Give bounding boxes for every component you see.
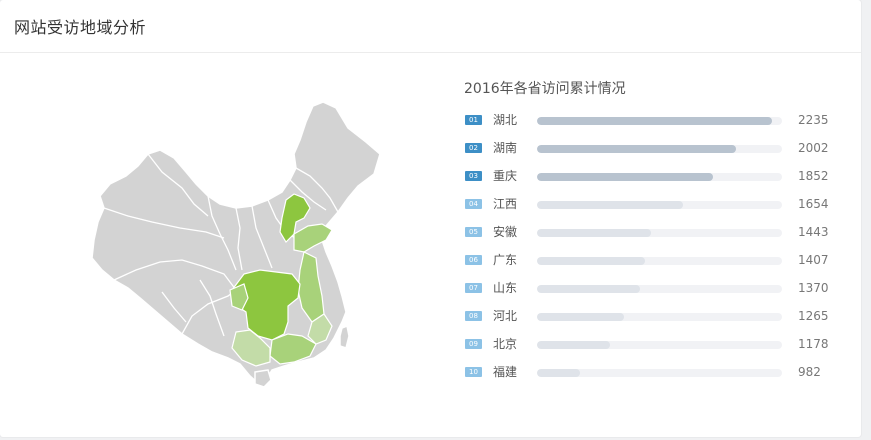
province-label: 重庆: [493, 169, 518, 183]
bar-fill: [537, 117, 773, 125]
rank-badge: 03: [465, 171, 482, 181]
province-guangxi[interactable]: [231, 329, 271, 367]
bar-fill: [537, 341, 611, 349]
bar-track: [537, 341, 782, 349]
province-guangdong[interactable]: [269, 333, 317, 365]
province-fujian[interactable]: [307, 313, 333, 345]
hainan-island: [254, 369, 272, 388]
province-borders: [103, 153, 339, 337]
rank-badge: 09: [465, 339, 482, 349]
ranking-row: 05 安徽 1443: [464, 218, 844, 246]
value-label: 1443: [798, 225, 829, 239]
province-label: 湖北: [493, 113, 518, 127]
ranking-row: 08 河北 1265: [464, 302, 844, 330]
province-ranking-chart: 2016年各省访问累计情况 01 湖北 2235 02 湖南 2002 03 重庆 1852 04…: [464, 76, 844, 386]
china-map[interactable]: [90, 100, 420, 390]
province-label: 河北: [493, 309, 518, 323]
bar-track: [537, 285, 782, 293]
card-header: 网站受访地域分析: [0, 0, 861, 53]
province-label: 江西: [493, 197, 518, 211]
ranking-row: 02 湖南 2002: [464, 134, 844, 162]
ranking-row: 04 江西 1654: [464, 190, 844, 218]
ranking-rows: 01 湖北 2235 02 湖南 2002 03 重庆 1852 04 江西 1654 05 安徽 1443…: [464, 106, 844, 386]
bar-fill: [537, 257, 646, 265]
bar-track: [537, 117, 782, 125]
rank-badge: 05: [465, 227, 482, 237]
province-label: 北京: [493, 337, 518, 351]
province-label: 山东: [493, 281, 518, 295]
value-label: 1370: [798, 281, 829, 295]
ranking-row: 09 北京 1178: [464, 330, 844, 358]
bar-fill: [537, 369, 581, 377]
bar-track: [537, 257, 782, 265]
bar-track: [537, 145, 782, 153]
province-shandong[interactable]: [293, 223, 333, 253]
value-label: 2235: [798, 113, 829, 127]
province-label: 湖南: [493, 141, 518, 155]
rank-badge: 10: [465, 367, 482, 377]
value-label: 1852: [798, 169, 829, 183]
value-label: 1265: [798, 309, 829, 323]
rank-badge: 08: [465, 311, 482, 321]
rank-badge: 02: [465, 143, 482, 153]
province-label: 广东: [493, 253, 518, 267]
bar-fill: [537, 173, 714, 181]
value-label: 982: [798, 365, 821, 379]
province-chongqing[interactable]: [229, 283, 249, 311]
bar-track: [537, 369, 782, 377]
rank-badge: 06: [465, 255, 482, 265]
province-beijing-hebei[interactable]: [279, 193, 311, 243]
value-label: 1178: [798, 337, 829, 351]
value-label: 1654: [798, 197, 829, 211]
province-label: 福建: [493, 365, 518, 379]
ranking-row: 01 湖北 2235: [464, 106, 844, 134]
value-label: 1407: [798, 253, 829, 267]
card-title: 网站受访地域分析: [14, 18, 147, 37]
bar-fill: [537, 201, 684, 209]
province-label: 安徽: [493, 225, 518, 239]
bar-track: [537, 173, 782, 181]
bar-track: [537, 201, 782, 209]
chart-title: 2016年各省访问累计情况: [464, 81, 626, 97]
bar-fill: [537, 285, 640, 293]
ranking-row: 07 山东 1370: [464, 274, 844, 302]
bar-track: [537, 229, 782, 237]
bar-fill: [537, 313, 624, 321]
highlighted-provinces: [229, 193, 333, 367]
bar-fill: [537, 229, 651, 237]
china-map-svg[interactable]: [90, 100, 420, 390]
ranking-row: 03 重庆 1852: [464, 162, 844, 190]
ranking-row: 10 福建 982: [464, 358, 844, 386]
rank-badge: 04: [465, 199, 482, 209]
rank-badge: 07: [465, 283, 482, 293]
ranking-row: 06 广东 1407: [464, 246, 844, 274]
taiwan-island: [339, 324, 350, 349]
rank-badge: 01: [465, 115, 482, 125]
bar-track: [537, 313, 782, 321]
bar-fill: [537, 145, 737, 153]
value-label: 2002: [798, 141, 829, 155]
